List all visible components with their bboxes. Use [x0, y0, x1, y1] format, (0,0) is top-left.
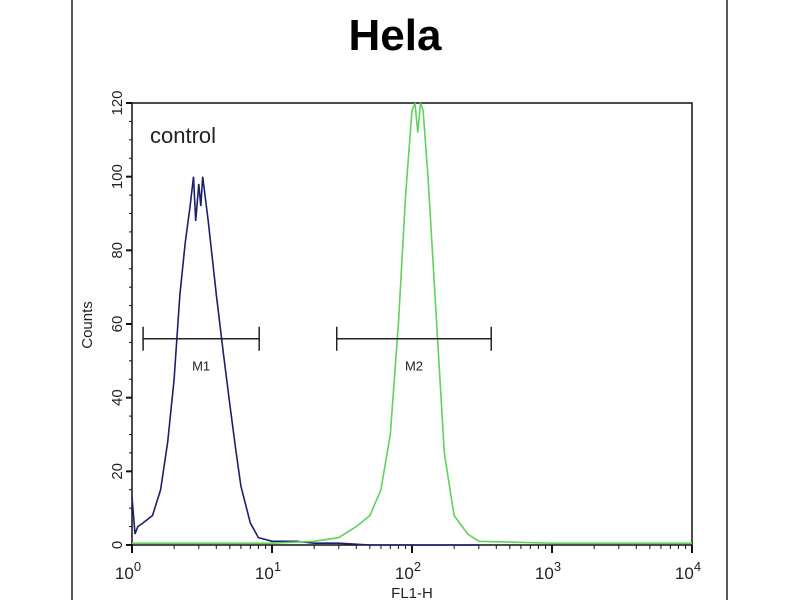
series-hela	[132, 102, 692, 545]
y-tick-label: 40	[109, 389, 126, 406]
chart-title: Hela	[349, 11, 442, 60]
y-tick-label: 0	[109, 541, 126, 549]
marker-label-m1: M1	[192, 359, 210, 374]
x-tick-label: 101	[255, 559, 281, 583]
x-tick-label: 100	[115, 559, 141, 583]
y-tick-label: 60	[109, 316, 126, 333]
y-tick-label: 100	[109, 164, 126, 189]
x-tick-label: 104	[675, 559, 701, 583]
marker-label-m2: M2	[405, 359, 423, 374]
x-tick-label: 103	[535, 559, 561, 583]
y-tick-label: 120	[109, 90, 126, 115]
y-tick-label: 20	[109, 463, 126, 480]
x-tick-label: 102	[395, 559, 421, 583]
plot-area	[131, 102, 693, 546]
y-tick-label: 80	[109, 242, 126, 259]
series-control	[131, 176, 479, 546]
x-axis-label: FL1-H	[391, 585, 433, 600]
control-label: control	[150, 123, 216, 148]
y-axis-label: Counts	[79, 301, 96, 349]
